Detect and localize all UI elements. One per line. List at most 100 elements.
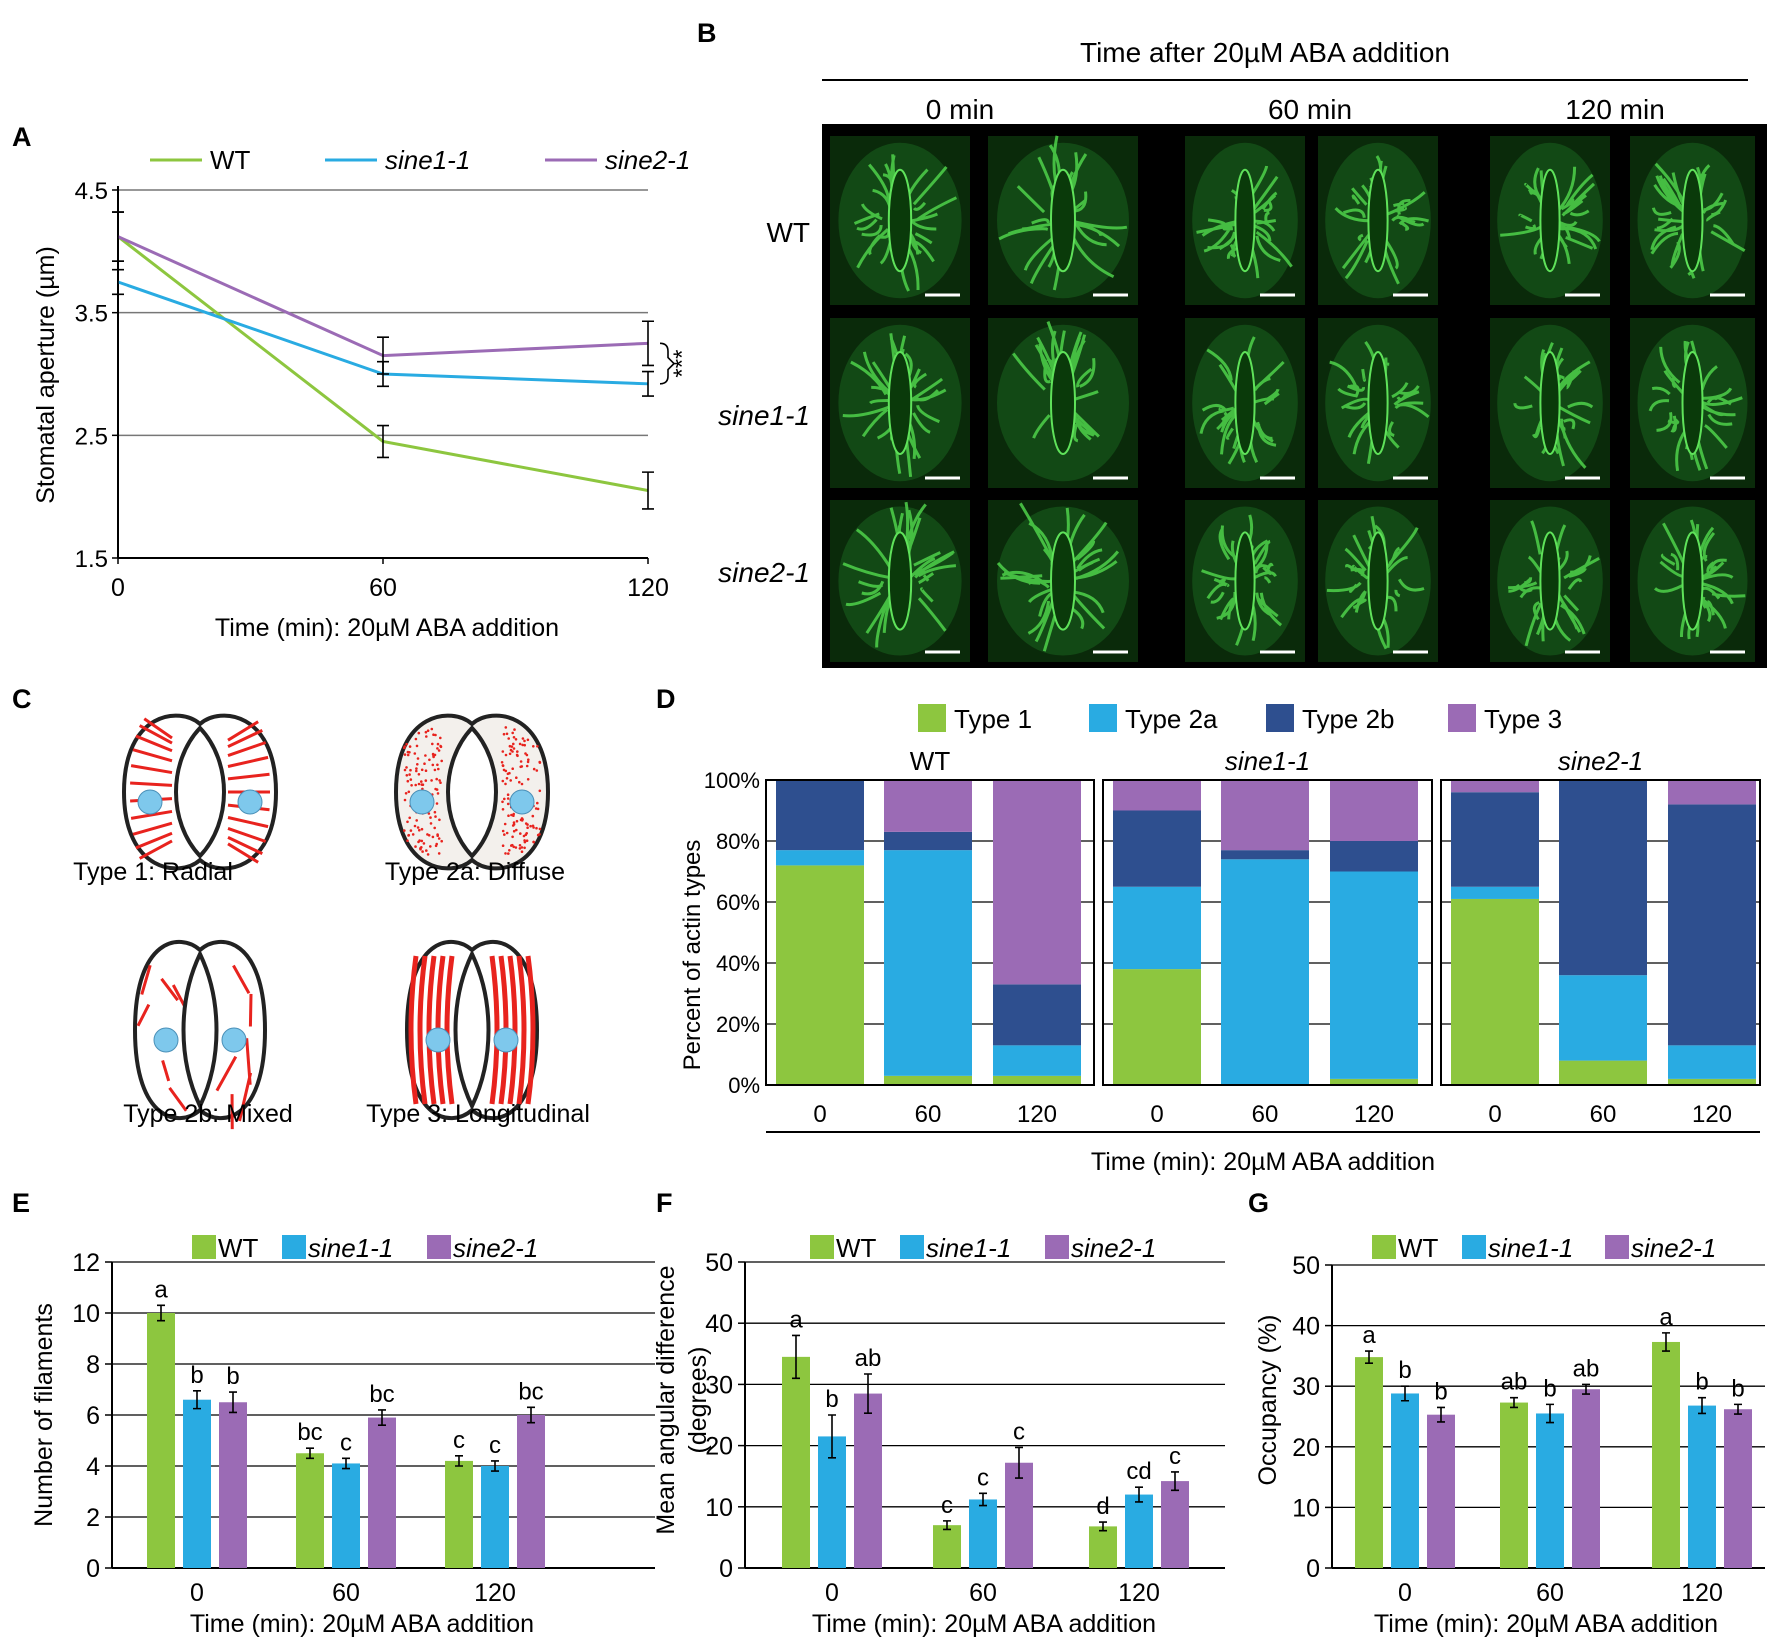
legend-swatch-sine2-1 bbox=[1605, 1235, 1629, 1259]
legend-swatch-WT bbox=[810, 1235, 834, 1259]
diffuse-dot bbox=[403, 798, 407, 802]
error-bar bbox=[1698, 1396, 1706, 1415]
significance-letter: c bbox=[340, 1429, 352, 1456]
y-tick-label: 60% bbox=[716, 890, 760, 915]
diffuse-dot bbox=[503, 797, 506, 801]
micrograph-cell bbox=[830, 136, 970, 305]
significance-letter: b bbox=[1543, 1375, 1556, 1402]
diffuse-dot bbox=[431, 742, 434, 746]
diffuse-dot bbox=[403, 753, 407, 756]
bar-segment-type-2b bbox=[776, 780, 864, 851]
y-tick-label: 10 bbox=[72, 1300, 100, 1328]
row-label: WT bbox=[766, 217, 810, 248]
significance-letter: c bbox=[1013, 1418, 1025, 1445]
bar-sine2-1 bbox=[1161, 1481, 1189, 1568]
diffuse-dot bbox=[432, 733, 435, 736]
micrograph-cell bbox=[988, 135, 1138, 305]
diffuse-dot bbox=[526, 778, 530, 781]
legend-label: Type 3 bbox=[1484, 704, 1562, 734]
significance-label: *** bbox=[669, 350, 696, 378]
panel-g-ylabel: Occupancy (%) bbox=[1254, 1315, 1282, 1486]
x-tick-label: 60 bbox=[332, 1579, 360, 1607]
legend-label-sine1-1: sine1-1 bbox=[385, 145, 470, 175]
bar-segment-type-1 bbox=[1451, 898, 1539, 1085]
significance-letter: b bbox=[825, 1386, 838, 1413]
significance-letter: ab bbox=[1573, 1355, 1600, 1382]
diffuse-dot bbox=[440, 759, 444, 763]
actin-filaments bbox=[1201, 514, 1283, 646]
diffuse-dot bbox=[504, 782, 507, 786]
diffuse-dot bbox=[408, 816, 412, 820]
diffuse-dot bbox=[416, 826, 420, 829]
diffuse-dot bbox=[433, 826, 437, 830]
diffuse-dot bbox=[520, 850, 524, 853]
error-bar bbox=[828, 1414, 836, 1459]
micrograph-cell bbox=[1630, 136, 1755, 305]
panel-d-ylabel: Percent of actin types bbox=[679, 840, 706, 1071]
legend-label-sine1-1: sine1-1 bbox=[308, 1233, 393, 1263]
x-tick-label: 120 bbox=[1354, 1101, 1394, 1128]
stomatal-pore bbox=[1234, 531, 1256, 631]
diffuse-dot bbox=[510, 813, 513, 817]
bar-segment-type-2a bbox=[1451, 886, 1539, 899]
error-bar bbox=[229, 1391, 237, 1414]
bar-sine1-1 bbox=[1125, 1494, 1153, 1568]
error-bar bbox=[378, 1409, 386, 1426]
significance-letter: b bbox=[190, 1362, 203, 1389]
bar-segment-type-3 bbox=[1221, 780, 1309, 851]
error-bar bbox=[342, 1457, 350, 1470]
diffuse-dot bbox=[424, 769, 428, 772]
diffuse-dot bbox=[430, 779, 433, 782]
x-tick-label: 0 bbox=[190, 1579, 204, 1607]
diffuse-dot bbox=[505, 831, 509, 835]
diffuse-dot bbox=[504, 726, 508, 729]
diffuse-dot bbox=[538, 760, 541, 764]
error-bar bbox=[157, 1304, 165, 1322]
y-tick-label: 12 bbox=[72, 1249, 100, 1277]
diffuse-dot bbox=[532, 745, 535, 748]
y-tick-label: 6 bbox=[86, 1402, 100, 1430]
diffuse-dot bbox=[434, 815, 437, 818]
error-bar bbox=[1662, 1332, 1670, 1352]
legend-swatch bbox=[1266, 704, 1294, 732]
diffuse-dot bbox=[404, 792, 408, 795]
error-bar bbox=[1582, 1383, 1590, 1395]
bar-segment-type-2a bbox=[993, 1045, 1081, 1076]
bar-sine2-1 bbox=[368, 1417, 396, 1568]
diffuse-dot bbox=[405, 766, 408, 769]
error-bar bbox=[943, 1520, 951, 1531]
significance-letter: bc bbox=[297, 1419, 322, 1446]
mixed-filaments bbox=[136, 964, 253, 1130]
stomatal-pore bbox=[1539, 168, 1561, 273]
nucleus bbox=[237, 789, 263, 815]
group-label: sine2-1 bbox=[1558, 746, 1643, 776]
bar-WT bbox=[147, 1313, 175, 1568]
diffuse-dot bbox=[423, 762, 426, 765]
diffuse-dot bbox=[408, 751, 411, 754]
stomatal-pore bbox=[181, 949, 219, 1111]
micrograph-cell bbox=[830, 500, 970, 662]
y-tick-label: 0 bbox=[719, 1555, 733, 1583]
bar-sine2-1 bbox=[517, 1415, 545, 1568]
diffuse-dot bbox=[417, 731, 421, 735]
diffuse-dot bbox=[524, 822, 528, 825]
diffuse-dot bbox=[417, 773, 421, 776]
error-bar bbox=[112, 268, 124, 296]
bar-sine2-1 bbox=[219, 1402, 247, 1568]
stacked-group-sine1-1: sine1-1 0 60 120 bbox=[1102, 746, 1433, 1128]
diffuse-dot bbox=[415, 769, 418, 773]
diffuse-dot bbox=[426, 853, 430, 856]
legend-label: Type 2b bbox=[1302, 704, 1395, 734]
diffuse-dot bbox=[519, 832, 522, 835]
y-tick-label: 20 bbox=[1292, 1434, 1320, 1462]
x-tick-label: 0 bbox=[1488, 1101, 1501, 1128]
diffuse-dot bbox=[403, 745, 407, 748]
diffuse-dot bbox=[520, 846, 524, 849]
diffuse-dot bbox=[403, 829, 406, 832]
error-bar bbox=[979, 1492, 987, 1507]
panel-f-xlabel: Time (min): 20µM ABA addition bbox=[812, 1610, 1156, 1638]
diffuse-dot bbox=[418, 828, 421, 832]
diffuse-dot bbox=[514, 738, 518, 741]
x-tick-label: 0 bbox=[1150, 1101, 1163, 1128]
